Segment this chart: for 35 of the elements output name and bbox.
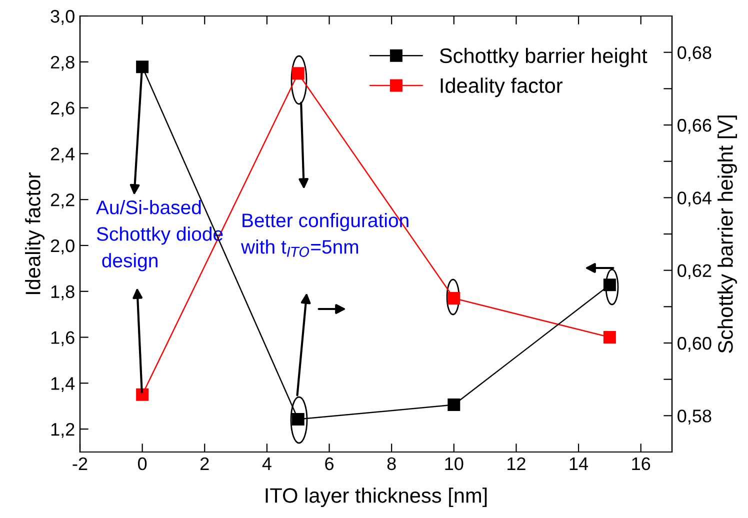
y2-tick-label: 0,66 <box>678 118 712 134</box>
point <box>136 388 149 401</box>
y2-tick-label: 0,64 <box>678 192 712 207</box>
y-tick-label: 2,6 <box>50 102 74 117</box>
y-tick-label: 2,4 <box>50 148 75 163</box>
legend-label: Ideality factor <box>440 78 562 98</box>
y-tick-label: 2,2 <box>50 194 74 208</box>
y-tick-label: 1,8 <box>51 285 74 300</box>
y-tick-label: 1,4 <box>51 377 75 392</box>
point <box>448 398 460 412</box>
y2-tick-label: 0,60 <box>678 336 712 352</box>
y-tick-label: 2,0 <box>50 239 74 254</box>
x-tick-label: -2 <box>72 457 88 470</box>
x-tick-label: 14 <box>570 458 588 470</box>
y-tick-label: 1,6 <box>51 331 74 346</box>
legend-label: Schottky barrier height <box>440 48 648 68</box>
x-axis-title: ITO layer thickness [nm] <box>266 488 487 507</box>
point <box>603 331 616 344</box>
x-tick-label: 8 <box>387 457 396 470</box>
y2-tick-label: 0,62 <box>678 264 712 280</box>
y-tick-label: 1,2 <box>51 422 74 438</box>
x-tick-label: 0 <box>138 457 147 470</box>
y2-tick-label: 0,58 <box>678 410 712 425</box>
x-tick-label: 12 <box>508 457 526 470</box>
y-tick-label: 3,0 <box>50 10 74 25</box>
x-tick-label: 16 <box>632 457 650 470</box>
y2-axis-title: Schottky barrier height [V] <box>718 116 737 353</box>
x-tick-label: 10 <box>445 457 464 470</box>
y-axis-title: Ideality factor <box>25 172 44 294</box>
x-tick-label: 4 <box>262 458 272 470</box>
y2-tick-label: 0,68 <box>678 46 712 62</box>
point <box>136 60 149 74</box>
x-tick-label: 6 <box>325 457 334 470</box>
y-tick-label: 2,8 <box>50 56 74 71</box>
x-tick-label: 2 <box>200 457 209 470</box>
